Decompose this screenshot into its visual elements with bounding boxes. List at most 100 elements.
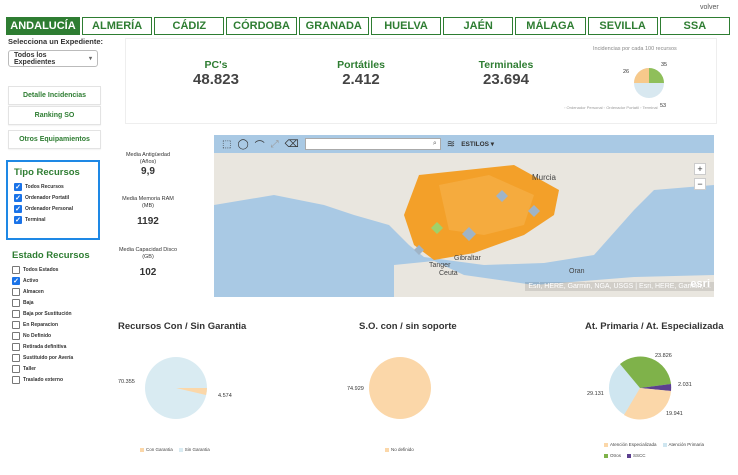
checkbox-checked-icon: ✓: [12, 277, 20, 285]
checkbox-label: Todos Estados: [23, 267, 59, 273]
checkbox-unchecked-icon: [12, 299, 20, 307]
pie-slice-sin-garantia: [176, 388, 207, 395]
map-canvas[interactable]: Murcia Tanger Ceuta Oran Gibraltar: [214, 135, 714, 297]
tab-huelva[interactable]: HUELVA: [370, 17, 442, 35]
checkbox-ordenador-portatil[interactable]: ✓ Ordenador Portatil: [14, 194, 98, 202]
tab-andalucia[interactable]: ANDALUCÍA: [6, 17, 80, 35]
incidencias-legend: ◦ Ordenador Personal ◦ Ordenador Portati…: [564, 105, 658, 110]
marker-diamond: [462, 227, 476, 241]
checkbox-label: Baja por Sustitución: [23, 311, 72, 317]
atencion-pie: 23.826 2.031 19.941 29.131: [587, 353, 692, 420]
checkbox-label: Ordenador Personal: [25, 206, 74, 212]
clear-selection-icon[interactable]: ⌫: [284, 138, 299, 150]
select-circle-icon[interactable]: ◯: [237, 138, 249, 150]
legend-item: Atención Especializada: [604, 442, 657, 447]
kpi-value: 48.823: [193, 71, 239, 88]
expediente-select[interactable]: Todos los Expedientes ▾: [8, 50, 98, 67]
legend-swatch: [604, 453, 608, 458]
map-place: Tanger: [429, 262, 451, 269]
marker-diamond: [528, 205, 540, 217]
checkbox-baja[interactable]: Baja: [12, 299, 90, 307]
pie-slice-otros: [640, 384, 672, 391]
chevron-down-icon: ▾: [88, 56, 92, 62]
garantia-pie: 70.355 4.574: [118, 357, 232, 419]
map-view[interactable]: Murcia Tanger Ceuta Oran Gibraltar Esri,…: [214, 135, 714, 297]
pie-slice-no-definido: [369, 357, 431, 419]
checkbox-en-reparacion[interactable]: En Reparacion: [12, 321, 90, 329]
volver-link[interactable]: volver: [700, 4, 719, 11]
marker-diamond: [496, 190, 508, 202]
checkbox-label: Baja: [23, 300, 34, 306]
pie-label: 23.826: [655, 353, 672, 359]
checkbox-label: Terminal: [25, 217, 46, 223]
estilos-dropdown[interactable]: ESTILOS ▾: [461, 141, 495, 148]
stat-value: 9,9: [141, 165, 155, 177]
pie-slice-atencion-especializada: [624, 388, 671, 420]
checkbox-label: Retirada definitiva: [23, 344, 67, 350]
pie-label: 53: [660, 103, 666, 109]
checkbox-unchecked-icon: [12, 332, 20, 340]
map-place: Ceuta: [439, 270, 458, 277]
select-rect-icon[interactable]: ⬚: [222, 138, 232, 150]
checkbox-unchecked-icon: [12, 310, 20, 318]
checkbox-no-definido[interactable]: No Definido: [12, 332, 90, 340]
stat-label: Media Antigüedad (Años): [125, 152, 171, 165]
checkbox-baja-sustitucion[interactable]: Baja por Sustitución: [12, 310, 90, 318]
checkbox-taller[interactable]: Taller: [12, 365, 90, 373]
marker-diamond: [431, 222, 443, 234]
checkbox-unchecked-icon: [12, 288, 20, 296]
checkbox-checked-icon: ✓: [14, 205, 22, 213]
checkbox-retirada-definitiva[interactable]: Retirada definitiva: [12, 343, 90, 351]
tab-jaen[interactable]: JAÉN: [443, 17, 514, 35]
layers-icon[interactable]: ≋: [446, 138, 456, 150]
checkbox-almacen[interactable]: Almacen: [12, 288, 90, 296]
esri-logo: esri: [690, 278, 710, 290]
tab-sevilla[interactable]: SEVILLA: [587, 17, 658, 35]
checkbox-label: En Reparacion: [23, 322, 59, 328]
stat-antiguedad: Media Antigüedad (Años) 9,9: [118, 152, 178, 177]
kpi-card: PC's 48.823 Portátiles 2.412 Terminales …: [125, 38, 717, 124]
checkbox-sustituido-averia[interactable]: Sustituido por Avería: [12, 354, 90, 362]
checkbox-unchecked-icon: [12, 266, 20, 274]
soporte-legend: No definido: [385, 447, 414, 452]
checkbox-checked-icon: ✓: [14, 216, 22, 224]
checkbox-label: Almacen: [23, 289, 44, 295]
stat-memoria: Media Memoria RAM (MB) 1192: [118, 196, 178, 227]
kpi-label: Portátiles: [337, 59, 385, 71]
legend-label: SSCC: [633, 453, 646, 458]
zoom-in-button[interactable]: +: [694, 163, 706, 175]
tipo-recursos-panel: Tipo Recursos ✓ Todos Recursos ✓ Ordenador…: [6, 160, 100, 240]
tab-almeria[interactable]: ALMERÍA: [82, 17, 153, 35]
tab-cordoba[interactable]: CÓRDOBA: [226, 17, 297, 35]
incidencias-title: Incidencias por cada 100 recursos: [593, 46, 677, 52]
tab-malaga[interactable]: MÁLAGA: [515, 17, 586, 35]
checkbox-label: Sustituido por Avería: [23, 355, 74, 361]
checkbox-traslado-externo[interactable]: Traslado externo: [12, 376, 90, 384]
legend-swatch: [604, 442, 608, 447]
tab-cadiz[interactable]: CÁDIZ: [154, 17, 225, 35]
select-lasso-icon[interactable]: ⌒: [254, 140, 265, 152]
checkbox-activo[interactable]: ✓ Activo: [12, 277, 90, 285]
checkbox-unchecked-icon: [12, 354, 20, 362]
zoom-out-button[interactable]: −: [694, 178, 706, 190]
pie-slice-personal: [634, 68, 649, 83]
checkbox-terminal[interactable]: ✓ Terminal: [14, 216, 98, 224]
legend-label: Con Garantia: [146, 447, 173, 452]
checkbox-label: Taller: [23, 366, 36, 372]
legend-label: No definido: [391, 447, 414, 452]
detalle-incidencias-button[interactable]: Detalle Incidencias: [8, 86, 101, 105]
checkbox-label: No Definido: [23, 333, 52, 339]
tab-ssa[interactable]: SSA: [659, 17, 730, 35]
map-search-input[interactable]: ⌕: [304, 138, 441, 150]
legend-item: Atención Primaria: [662, 442, 704, 447]
checkbox-label: Ordenador Portatil: [25, 195, 70, 201]
soporte-chart-title: S.O. con / sin soporte: [359, 321, 457, 332]
otros-equipamientos-button[interactable]: Otros Equipamientos: [8, 130, 101, 149]
checkbox-todos-estados[interactable]: Todos Estados: [12, 266, 90, 274]
tab-granada[interactable]: GRANADA: [298, 17, 369, 35]
stat-label: Media Memoria RAM (MB): [122, 196, 174, 209]
checkbox-ordenador-personal[interactable]: ✓ Ordenador Personal: [14, 205, 98, 213]
select-line-icon[interactable]: ⤢: [270, 138, 279, 150]
ranking-so-button[interactable]: Ranking SO: [8, 106, 101, 125]
checkbox-todos-recursos[interactable]: ✓ Todos Recursos: [14, 183, 98, 191]
